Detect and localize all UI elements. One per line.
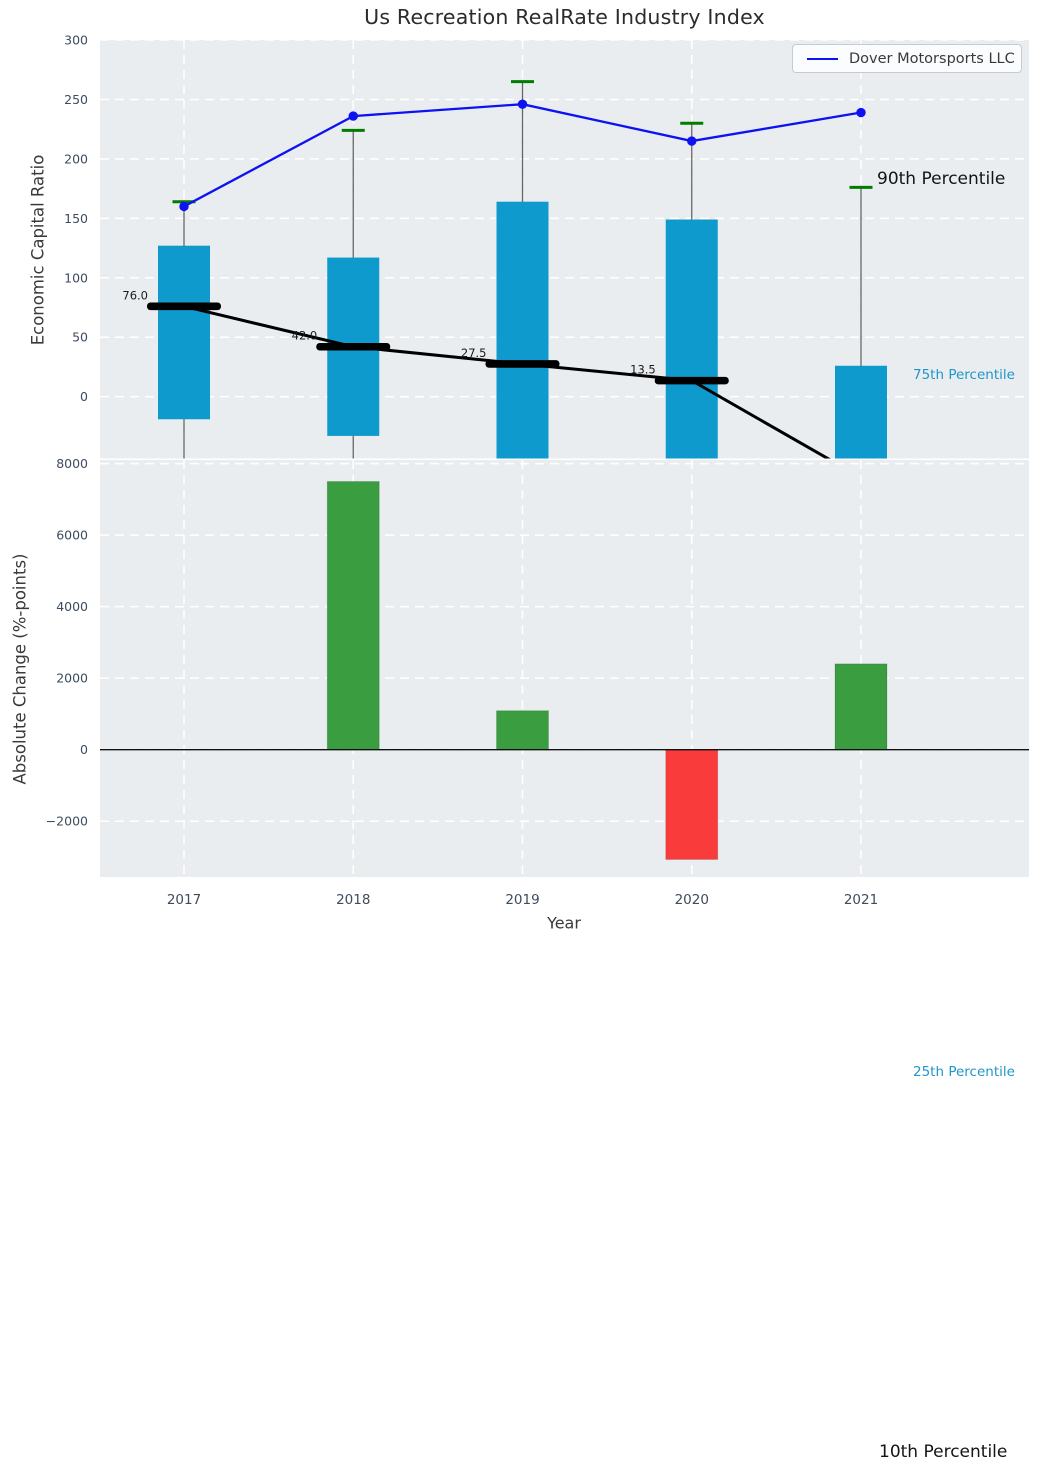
y-tick-label: 6000: [56, 528, 88, 543]
change-bar: [326, 480, 380, 751]
y-axis-label-bottom: Absolute Change (%-points): [10, 553, 30, 785]
company-point: [687, 136, 697, 146]
legend-line-sample: [807, 57, 838, 60]
median-marker: [654, 376, 729, 385]
legend-label: Dover Motorsports LLC: [849, 50, 1015, 67]
annotation-90th-percentile: 90th Percentile: [877, 169, 1006, 189]
y-axis-label-top: Economic Capital Ratio: [28, 154, 48, 346]
percentile-box-bar: [158, 245, 210, 420]
x-tick-label: 2021: [844, 892, 878, 908]
legend-box: Dover Motorsports LLC: [792, 44, 1022, 73]
y-tick-label: 4000: [56, 599, 88, 614]
percentile-box-bar: [665, 219, 718, 459]
y-tick-label: 0: [80, 742, 88, 757]
y-tick-label: 150: [64, 211, 88, 226]
percentile-box-bar: [835, 365, 887, 459]
change-bar: [834, 663, 888, 751]
median-label: 76.0: [122, 288, 148, 302]
y-tick-label: 200: [64, 151, 88, 166]
company-point: [517, 99, 528, 109]
x-tick-label: 2018: [336, 892, 370, 908]
annotation-10th-percentile: 10th Percentile: [879, 1442, 1008, 1462]
median-marker: [316, 342, 391, 351]
y-tick-label: 50: [72, 330, 88, 345]
company-point: [348, 111, 358, 121]
median-label: 27.5: [461, 346, 487, 360]
x-tick-label: 2017: [167, 892, 201, 908]
annotation-75th-percentile: 75th Percentile: [913, 367, 1015, 383]
company-point: [856, 107, 866, 118]
median-label: 42.0: [292, 329, 318, 343]
x-tick-label: 2020: [675, 892, 709, 908]
bottom-plot-area: [100, 460, 1029, 877]
median-marker: [147, 302, 221, 311]
y-tick-label: 100: [64, 270, 88, 285]
y-tick-label: 2000: [56, 671, 88, 686]
change-bar: [496, 710, 549, 751]
top-plot-area: [100, 40, 1029, 459]
chart-title: Us Recreation RealRate Industry Index: [364, 5, 765, 29]
x-tick-label: 2019: [505, 892, 539, 908]
change-bar: [665, 749, 719, 860]
company-point: [179, 201, 189, 212]
y-tick-label: 300: [64, 33, 88, 48]
percentile-box-bar: [496, 201, 549, 459]
y-tick-label: 0: [80, 389, 88, 404]
y-tick-label: 8000: [56, 456, 88, 471]
y-tick-label: −2000: [46, 814, 88, 829]
median-marker: [485, 360, 560, 368]
x-axis-label: Year: [547, 913, 581, 933]
y-tick-label: 250: [64, 92, 88, 107]
median-label: 13.5: [630, 363, 656, 377]
annotation-25th-percentile: 25th Percentile: [913, 1064, 1015, 1080]
